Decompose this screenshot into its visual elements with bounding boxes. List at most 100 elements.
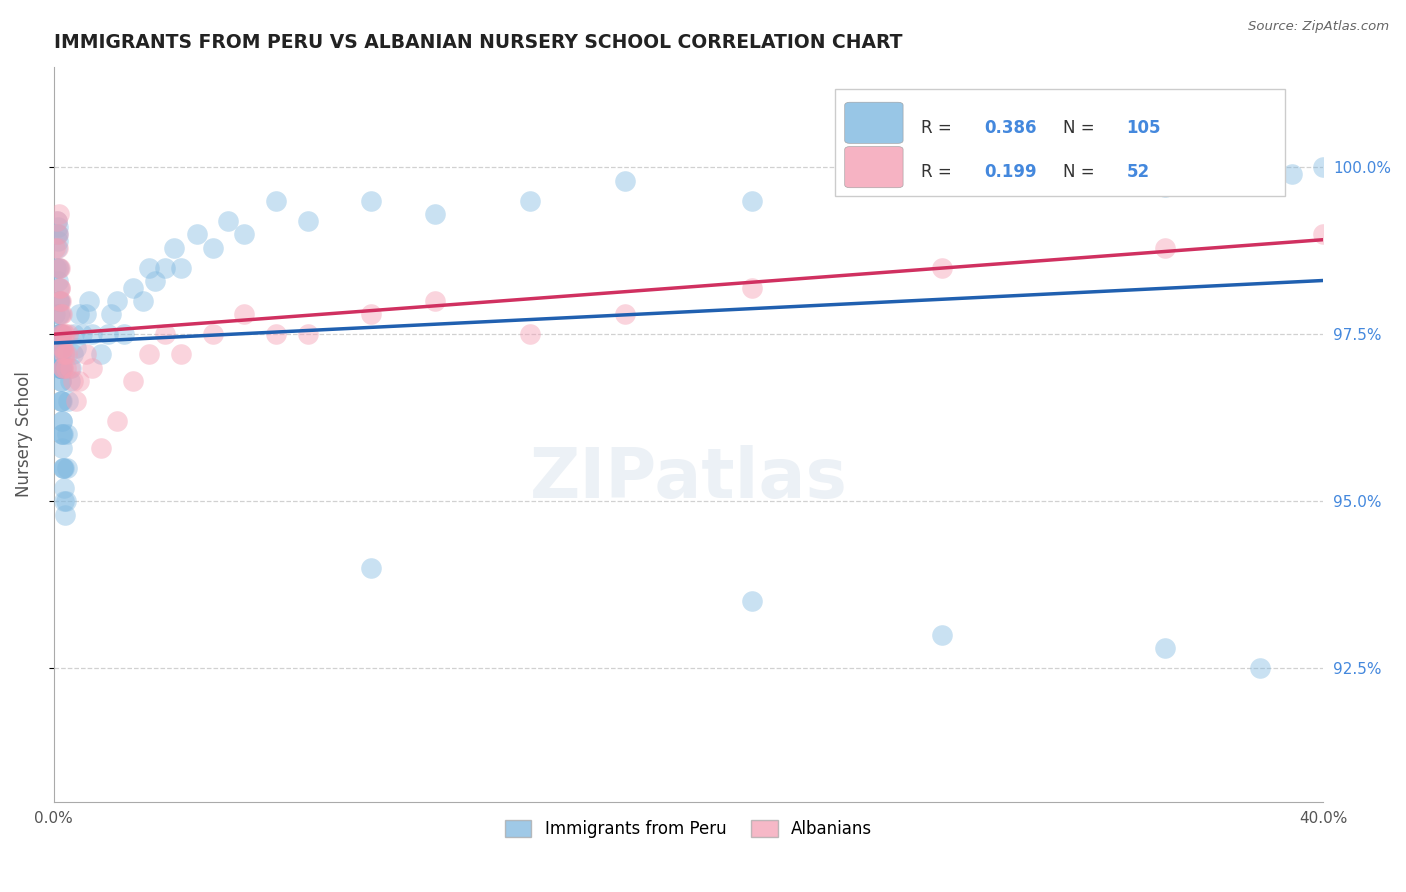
Text: N =: N = [1063, 119, 1099, 136]
Point [1153, 240, 1175, 254]
Point [122, 374, 145, 388]
Point [51, 307, 73, 321]
Point [49, 347, 72, 361]
Point [49, 360, 72, 375]
Point [51, 374, 73, 388]
Point [297, 327, 319, 342]
Point [1249, 174, 1271, 188]
Point [80, 327, 103, 342]
Point [55, 347, 77, 361]
Point [97, 327, 120, 342]
Point [45, 214, 67, 228]
Point [931, 260, 953, 275]
Point [46, 240, 69, 254]
Point [423, 293, 446, 308]
Point [1375, 214, 1398, 228]
Point [51, 427, 73, 442]
Point [52, 427, 75, 442]
Text: IMMIGRANTS FROM PERU VS ALBANIAN NURSERY SCHOOL CORRELATION CHART: IMMIGRANTS FROM PERU VS ALBANIAN NURSERY… [53, 33, 903, 52]
Point [49, 394, 72, 409]
Point [67, 374, 90, 388]
Text: 52: 52 [1126, 163, 1150, 181]
Point [48, 360, 70, 375]
Text: 105: 105 [1126, 119, 1161, 136]
Point [1249, 661, 1271, 675]
Point [90, 347, 112, 361]
Point [186, 227, 208, 242]
Point [741, 280, 763, 294]
Point [53, 347, 76, 361]
Point [131, 293, 153, 308]
Point [170, 347, 193, 361]
Text: 0.199: 0.199 [984, 163, 1038, 181]
Point [55, 460, 77, 475]
Point [46, 227, 69, 242]
Point [75, 307, 97, 321]
Point [62, 374, 84, 388]
Point [52, 360, 75, 375]
Point [233, 307, 256, 321]
Point [44, 307, 66, 321]
Point [217, 214, 239, 228]
Text: N =: N = [1063, 163, 1105, 181]
Point [53, 327, 76, 342]
Point [264, 194, 287, 208]
Point [56, 394, 79, 409]
Point [49, 374, 72, 388]
Point [44, 240, 66, 254]
Point [80, 360, 103, 375]
Point [201, 240, 224, 254]
Point [46, 240, 69, 254]
Point [56, 327, 79, 342]
Point [46, 214, 69, 228]
Point [52, 460, 75, 475]
Point [51, 414, 73, 428]
Point [145, 274, 167, 288]
Point [49, 341, 72, 355]
Point [53, 508, 76, 522]
Point [62, 347, 84, 361]
Point [46, 227, 69, 242]
Point [51, 394, 73, 409]
Point [122, 280, 145, 294]
Point [519, 327, 541, 342]
Point [51, 327, 73, 342]
Point [48, 293, 70, 308]
Point [46, 234, 69, 248]
Point [170, 260, 193, 275]
Point [52, 460, 75, 475]
Point [45, 260, 67, 275]
Point [65, 394, 87, 409]
Point [48, 207, 70, 221]
Point [72, 327, 94, 342]
Point [163, 240, 186, 254]
Point [49, 360, 72, 375]
Point [1153, 641, 1175, 656]
Point [49, 327, 72, 342]
Point [201, 327, 224, 342]
Point [1312, 161, 1334, 175]
Point [77, 293, 100, 308]
Point [49, 360, 72, 375]
Point [51, 427, 73, 442]
Point [56, 427, 79, 442]
Point [49, 327, 72, 342]
Point [48, 347, 70, 361]
Point [48, 307, 70, 321]
Legend: Immigrants from Peru, Albanians: Immigrants from Peru, Albanians [498, 814, 879, 845]
Point [49, 360, 72, 375]
Point [55, 494, 77, 508]
Point [105, 414, 128, 428]
Point [614, 307, 637, 321]
Point [48, 307, 70, 321]
Point [264, 327, 287, 342]
Point [51, 327, 73, 342]
Point [297, 214, 319, 228]
Point [1185, 174, 1208, 188]
Point [423, 207, 446, 221]
Point [49, 280, 72, 294]
Point [48, 280, 70, 294]
Point [49, 260, 72, 275]
Point [67, 307, 90, 321]
Point [100, 307, 122, 321]
